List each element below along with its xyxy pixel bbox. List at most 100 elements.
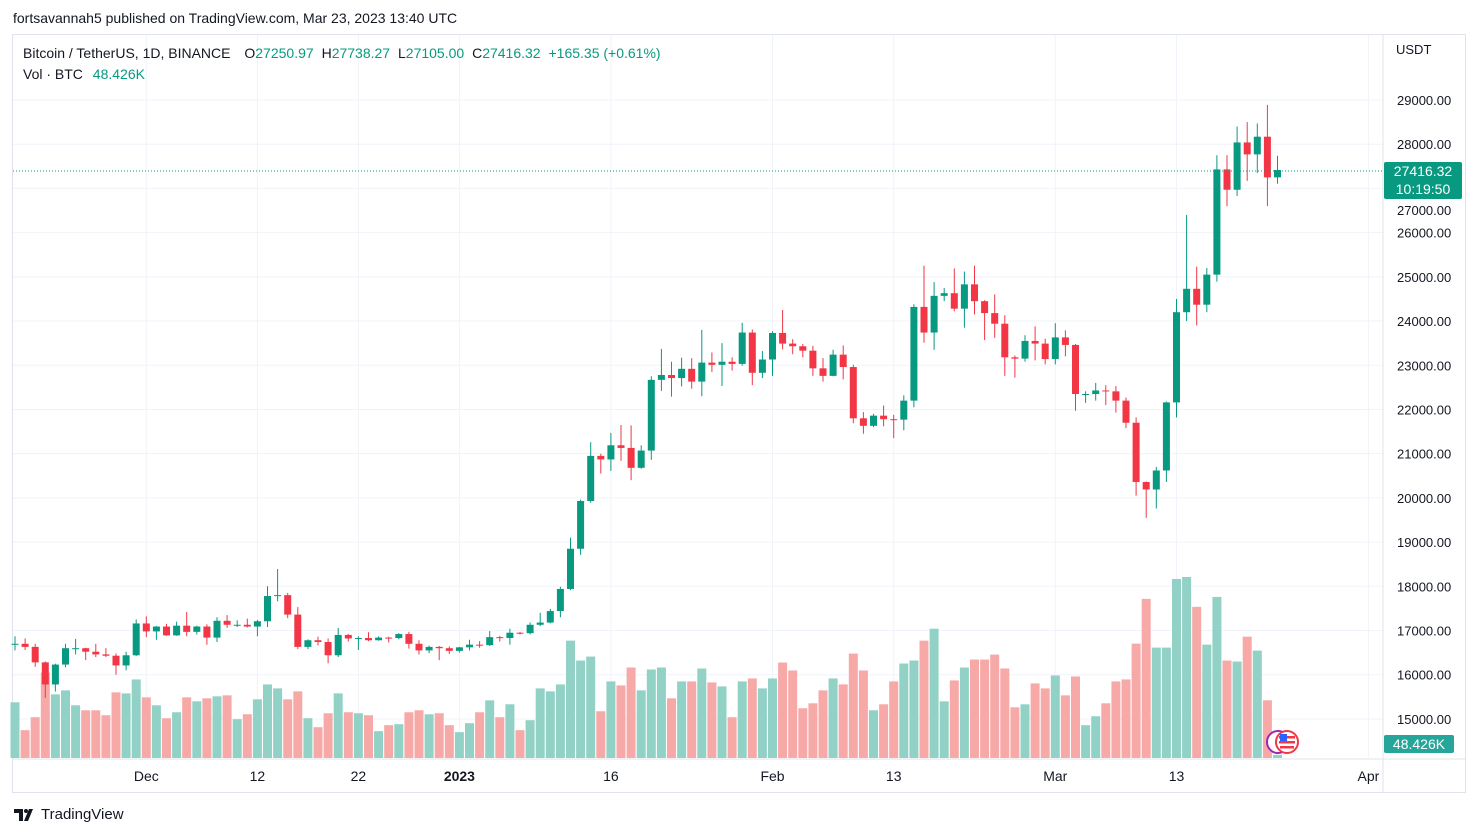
volume-bar bbox=[71, 705, 81, 758]
volume-bar bbox=[242, 714, 252, 758]
candle-body bbox=[385, 637, 393, 639]
candle-body bbox=[769, 332, 776, 360]
volume-bar bbox=[909, 660, 919, 758]
volume-bar bbox=[1081, 725, 1091, 758]
high-value: 27738.27 bbox=[331, 45, 391, 61]
price-tick-label: 15000.00 bbox=[1397, 712, 1451, 727]
candle-body bbox=[910, 306, 918, 401]
candle-body bbox=[718, 361, 726, 365]
candle-body bbox=[112, 655, 120, 666]
candle-body bbox=[859, 418, 867, 426]
candle-body bbox=[72, 648, 80, 650]
symbol-legend: Bitcoin / TetherUS, 1D, BINANCE O27250.9… bbox=[23, 45, 665, 61]
volume-bar bbox=[131, 679, 141, 758]
volume-bar bbox=[1040, 688, 1050, 758]
candle-body bbox=[1122, 400, 1130, 423]
volume-bar bbox=[121, 693, 131, 758]
candle-body bbox=[577, 500, 585, 549]
volume-bar bbox=[959, 667, 969, 758]
volume-bar bbox=[374, 731, 384, 758]
candle-body bbox=[31, 646, 39, 663]
volume-bar bbox=[586, 656, 596, 758]
candle-body bbox=[647, 379, 655, 451]
volume-bar bbox=[61, 690, 70, 758]
candle-body bbox=[1112, 391, 1120, 401]
volume-bar bbox=[384, 725, 394, 758]
volume-bar bbox=[1202, 644, 1212, 758]
price-tick-label: 25000.00 bbox=[1397, 270, 1451, 285]
candle-body bbox=[556, 588, 564, 612]
tradingview-logo[interactable]: TradingView bbox=[14, 806, 124, 823]
volume-bar bbox=[505, 704, 515, 758]
candle-body bbox=[1061, 337, 1069, 345]
volume-bar bbox=[151, 705, 161, 758]
candle-body bbox=[314, 640, 322, 643]
volume-bar bbox=[424, 714, 434, 758]
candle-body bbox=[152, 626, 160, 632]
candle-body bbox=[1051, 337, 1059, 360]
symbol-name[interactable]: Bitcoin / TetherUS, 1D, BINANCE bbox=[23, 45, 231, 61]
time-tick-label: 13 bbox=[886, 768, 902, 784]
volume-bar bbox=[576, 660, 586, 758]
candle-body bbox=[799, 346, 807, 351]
currency-label[interactable]: USDT bbox=[1396, 42, 1432, 57]
volume-bar bbox=[91, 710, 101, 758]
volume-bar bbox=[30, 717, 40, 758]
volume-bar bbox=[1182, 577, 1192, 758]
candle-body bbox=[607, 445, 615, 460]
candle-body bbox=[1041, 343, 1049, 360]
volume-bar bbox=[141, 697, 151, 758]
candle-body bbox=[395, 634, 403, 639]
price-tick-label: 19000.00 bbox=[1397, 535, 1451, 550]
logo-text: TradingView bbox=[41, 806, 124, 823]
volume-bar bbox=[778, 662, 788, 758]
volume-bar bbox=[364, 715, 373, 758]
time-tick-label: Mar bbox=[1043, 768, 1067, 784]
volume-bar bbox=[172, 712, 182, 758]
candle-body bbox=[688, 368, 696, 382]
candle-body bbox=[1203, 274, 1211, 305]
candle-body bbox=[587, 455, 595, 501]
candle-body bbox=[920, 306, 928, 333]
candle-body bbox=[900, 400, 908, 420]
bar-countdown: 10:19:50 bbox=[1395, 181, 1451, 197]
volume-bar bbox=[990, 654, 1000, 758]
candle-body bbox=[405, 634, 413, 644]
volume-legend: Vol · BTC 48.426K bbox=[23, 66, 149, 82]
candle-body bbox=[1233, 142, 1241, 190]
volume-bar bbox=[515, 730, 525, 758]
high-label: H bbox=[321, 45, 332, 61]
volume-bar bbox=[475, 712, 485, 758]
volume-bar bbox=[1262, 700, 1272, 758]
time-tick-label: 16 bbox=[603, 768, 619, 784]
volume-bar bbox=[10, 702, 20, 758]
candle-body bbox=[809, 350, 817, 369]
candle-body bbox=[193, 626, 201, 632]
candle-body bbox=[506, 632, 514, 639]
candle-body bbox=[981, 301, 989, 314]
volume-bar bbox=[485, 700, 495, 758]
volume-label[interactable]: Vol · BTC bbox=[23, 66, 83, 82]
time-tick-label: Dec bbox=[134, 768, 159, 784]
volume-bar bbox=[222, 695, 232, 758]
candle-body bbox=[1001, 323, 1009, 358]
candle-body bbox=[1183, 288, 1191, 313]
volume-bar bbox=[667, 698, 676, 758]
volume-bar bbox=[1050, 675, 1060, 758]
volume-value: 48.426K bbox=[92, 66, 145, 82]
price-axis: 29000.00 28000.00 27000.00 26000.00 25000.00… bbox=[1397, 93, 1451, 727]
candle-body bbox=[657, 374, 665, 380]
price-tick-label: 24000.00 bbox=[1397, 314, 1451, 329]
candle-body bbox=[1274, 170, 1281, 178]
volume-bar bbox=[263, 684, 272, 758]
volume-bar bbox=[717, 686, 727, 758]
volume-bar bbox=[323, 713, 333, 758]
chart-frame[interactable] bbox=[12, 34, 1466, 793]
volume-bar bbox=[1121, 679, 1131, 758]
volume-bar bbox=[1010, 707, 1020, 758]
candle-body bbox=[476, 644, 484, 646]
economic-events-icon[interactable] bbox=[1265, 729, 1305, 755]
candle-body bbox=[1223, 169, 1231, 190]
candle-body bbox=[102, 654, 110, 656]
